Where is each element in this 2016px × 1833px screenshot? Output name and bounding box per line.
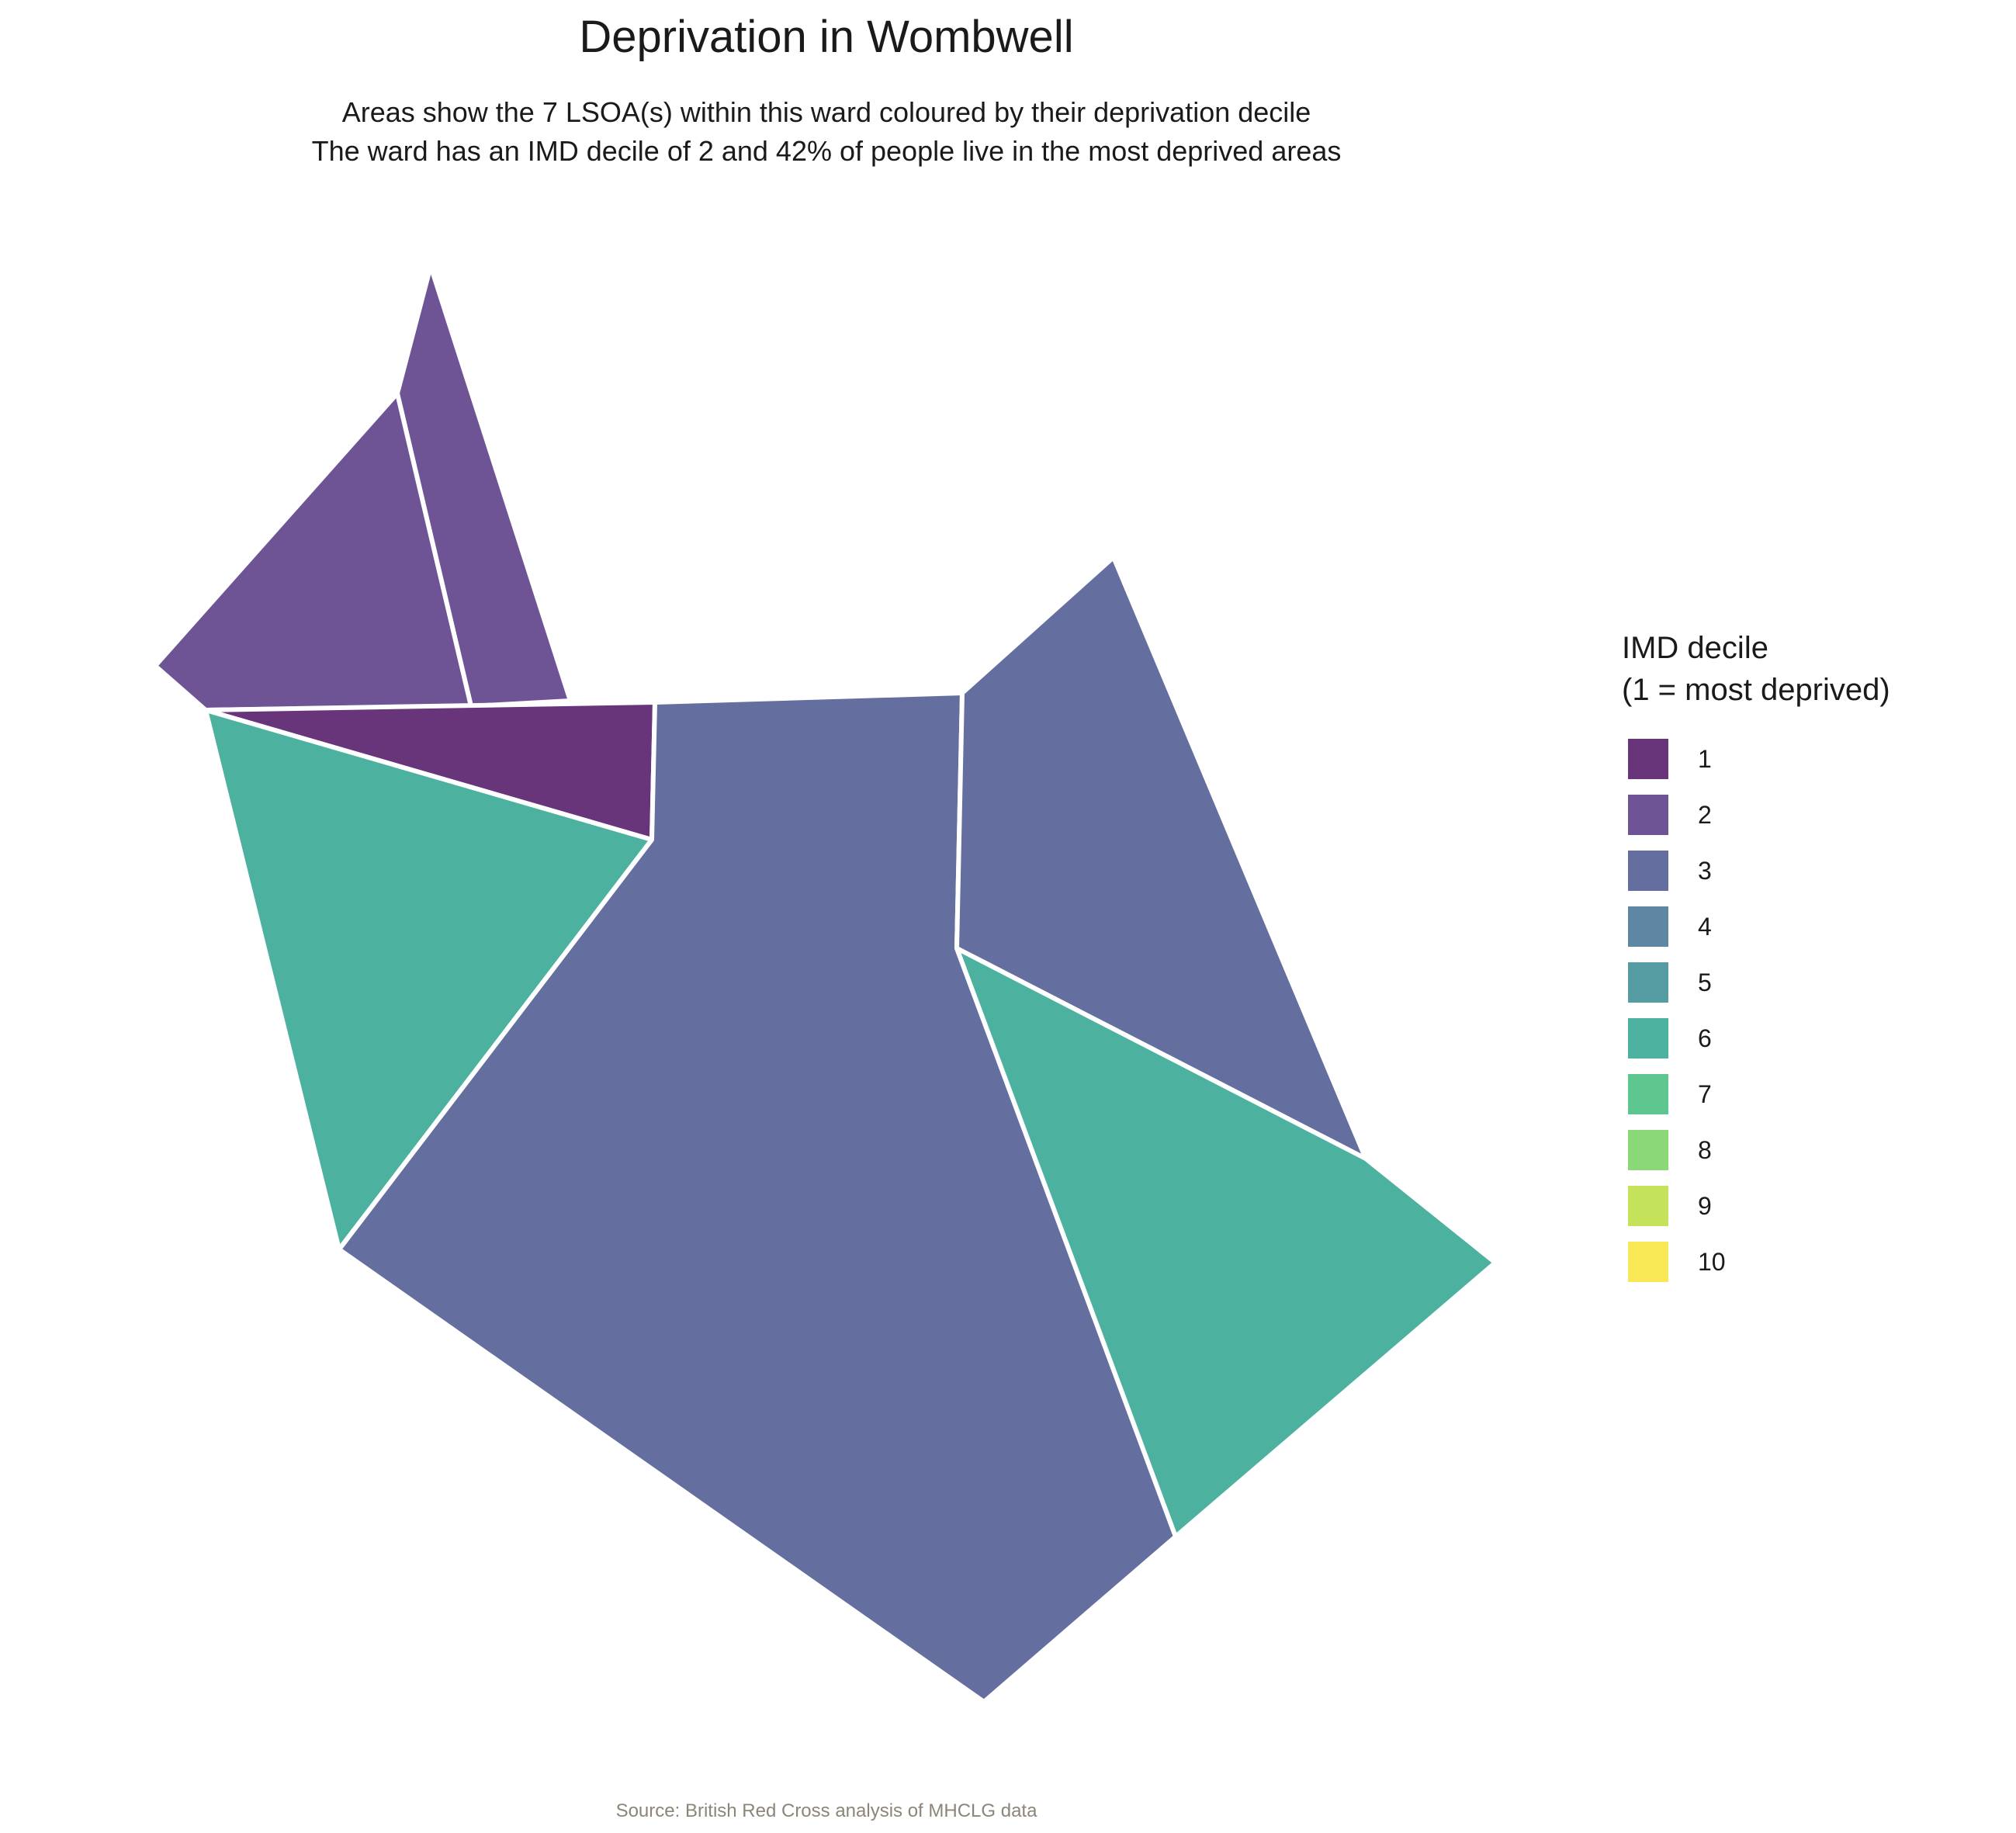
legend-swatch: [1628, 1242, 1668, 1282]
legend-swatch: [1628, 739, 1668, 779]
legend-label: 2: [1698, 800, 1712, 829]
legend-item-1: 1: [1622, 731, 1890, 787]
legend-swatch: [1628, 906, 1668, 947]
legend-item-6: 6: [1622, 1010, 1890, 1066]
legend-swatch: [1628, 1074, 1668, 1114]
legend-label: 5: [1698, 968, 1712, 996]
legend-title-line-2: (1 = most deprived): [1622, 673, 1890, 707]
legend-item-5: 5: [1622, 955, 1890, 1010]
subtitle-line-2: The ward has an IMD decile of 2 and 42% …: [311, 135, 1342, 167]
legend: IMD decile (1 = most deprived) 1 2 3 4 5…: [1622, 627, 1890, 1290]
legend-title: IMD decile (1 = most deprived): [1622, 627, 1890, 711]
subtitle-line-1: Areas show the 7 LSOA(s) within this war…: [341, 96, 1311, 128]
source-caption: Source: British Red Cross analysis of MH…: [615, 1800, 1037, 1821]
legend-items: 1 2 3 4 5 6 7 8 9 10: [1622, 731, 1890, 1290]
legend-item-8: 8: [1622, 1122, 1890, 1178]
legend-swatch: [1628, 1186, 1668, 1226]
legend-swatch: [1628, 851, 1668, 891]
legend-item-7: 7: [1622, 1066, 1890, 1122]
map-subtitle: Areas show the 7 LSOA(s) within this war…: [0, 93, 1653, 171]
legend-label: 8: [1698, 1135, 1712, 1164]
legend-swatch: [1628, 962, 1668, 1003]
legend-label: 6: [1698, 1024, 1712, 1052]
legend-item-3: 3: [1622, 843, 1890, 899]
legend-item-9: 9: [1622, 1178, 1890, 1234]
legend-label: 9: [1698, 1191, 1712, 1220]
legend-label: 10: [1698, 1247, 1726, 1276]
legend-label: 1: [1698, 744, 1712, 773]
legend-swatch: [1628, 1130, 1668, 1170]
legend-swatch: [1628, 795, 1668, 835]
legend-swatch: [1628, 1018, 1668, 1059]
legend-label: 3: [1698, 856, 1712, 885]
legend-item-2: 2: [1622, 787, 1890, 843]
legend-item-4: 4: [1622, 899, 1890, 955]
legend-label: 7: [1698, 1079, 1712, 1108]
lsoa-southeast[interactable]: [954, 946, 1498, 1539]
legend-item-10: 10: [1622, 1234, 1890, 1290]
legend-title-line-1: IMD decile: [1622, 631, 1768, 665]
legend-label: 4: [1698, 912, 1712, 941]
map-title: Deprivation in Wombwell: [579, 12, 1074, 62]
